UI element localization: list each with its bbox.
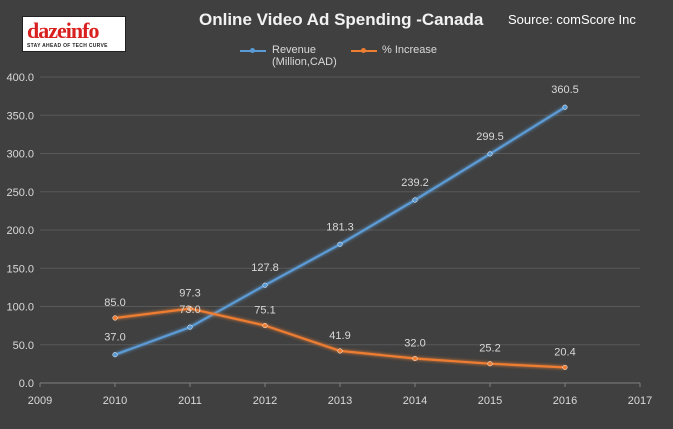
data-label-revenue: 127.8	[251, 262, 279, 274]
y-tick-label: 150.0	[6, 263, 34, 275]
y-tick-label: 200.0	[6, 225, 34, 237]
x-tick-label: 2010	[103, 395, 127, 407]
legend-revenue-label: Revenue (Million,CAD)	[272, 44, 337, 68]
data-label-increase: 41.9	[329, 330, 350, 342]
data-label-revenue: 73.0	[179, 304, 200, 316]
x-tick-label: 2017	[628, 395, 652, 407]
data-label-increase: 20.4	[554, 346, 575, 358]
data-label-revenue: 181.3	[326, 221, 354, 233]
data-label-revenue: 299.5	[476, 131, 504, 143]
data-point-revenue	[337, 241, 343, 247]
data-point-increase	[187, 306, 193, 312]
data-point-increase	[562, 364, 568, 370]
legend-revenue-marker	[250, 48, 255, 53]
data-label-revenue: 37.0	[104, 332, 125, 344]
data-point-increase	[112, 315, 118, 321]
logo-text: dazeinfo	[27, 18, 99, 43]
logo-tagline: STAY AHEAD OF TECH CURVE	[27, 43, 108, 49]
y-tick-label: 100.0	[6, 302, 34, 314]
data-label-increase: 32.0	[404, 338, 425, 350]
x-tick-label: 2011	[178, 395, 202, 407]
data-label-increase: 85.0	[104, 297, 125, 309]
data-point-increase	[262, 322, 268, 329]
data-point-revenue	[187, 324, 193, 330]
x-tick-label: 2009	[28, 395, 52, 407]
data-point-increase	[412, 355, 418, 362]
data-point-revenue	[112, 352, 118, 358]
x-tick-label: 2012	[253, 395, 277, 407]
dazeinfo-logo: dazeinfo STAY AHEAD OF TECH CURVE	[22, 16, 126, 52]
y-tick-label: 0.0	[19, 378, 34, 390]
x-tick-label: 2013	[328, 395, 352, 407]
legend-increase-marker	[361, 48, 366, 53]
data-label-increase: 97.3	[179, 288, 200, 300]
y-tick-label: 50.0	[13, 340, 34, 352]
data-point-increase	[337, 348, 343, 354]
y-tick-label: 400.0	[6, 72, 34, 84]
data-point-revenue	[262, 282, 268, 288]
legend-increase-label: % Increase	[382, 44, 438, 56]
chart-title: Online Video Ad Spending -Canada	[199, 10, 484, 29]
data-label-increase: 25.2	[479, 343, 500, 355]
data-label-revenue: 239.2	[401, 177, 429, 189]
data-label-revenue: 360.5	[551, 84, 579, 96]
x-tick-label: 2014	[403, 395, 427, 407]
data-point-revenue	[412, 197, 418, 203]
data-point-increase	[487, 361, 493, 367]
x-tick-label: 2015	[478, 395, 502, 407]
data-label-increase: 75.1	[254, 305, 275, 317]
data-point-revenue	[562, 104, 568, 110]
y-tick-label: 350.0	[6, 110, 34, 122]
data-point-revenue	[487, 151, 493, 157]
y-tick-label: 300.0	[6, 149, 34, 161]
x-tick-label: 2016	[553, 395, 577, 407]
y-tick-label: 250.0	[6, 187, 34, 199]
source-note: Source: comScore Inc	[508, 12, 636, 27]
